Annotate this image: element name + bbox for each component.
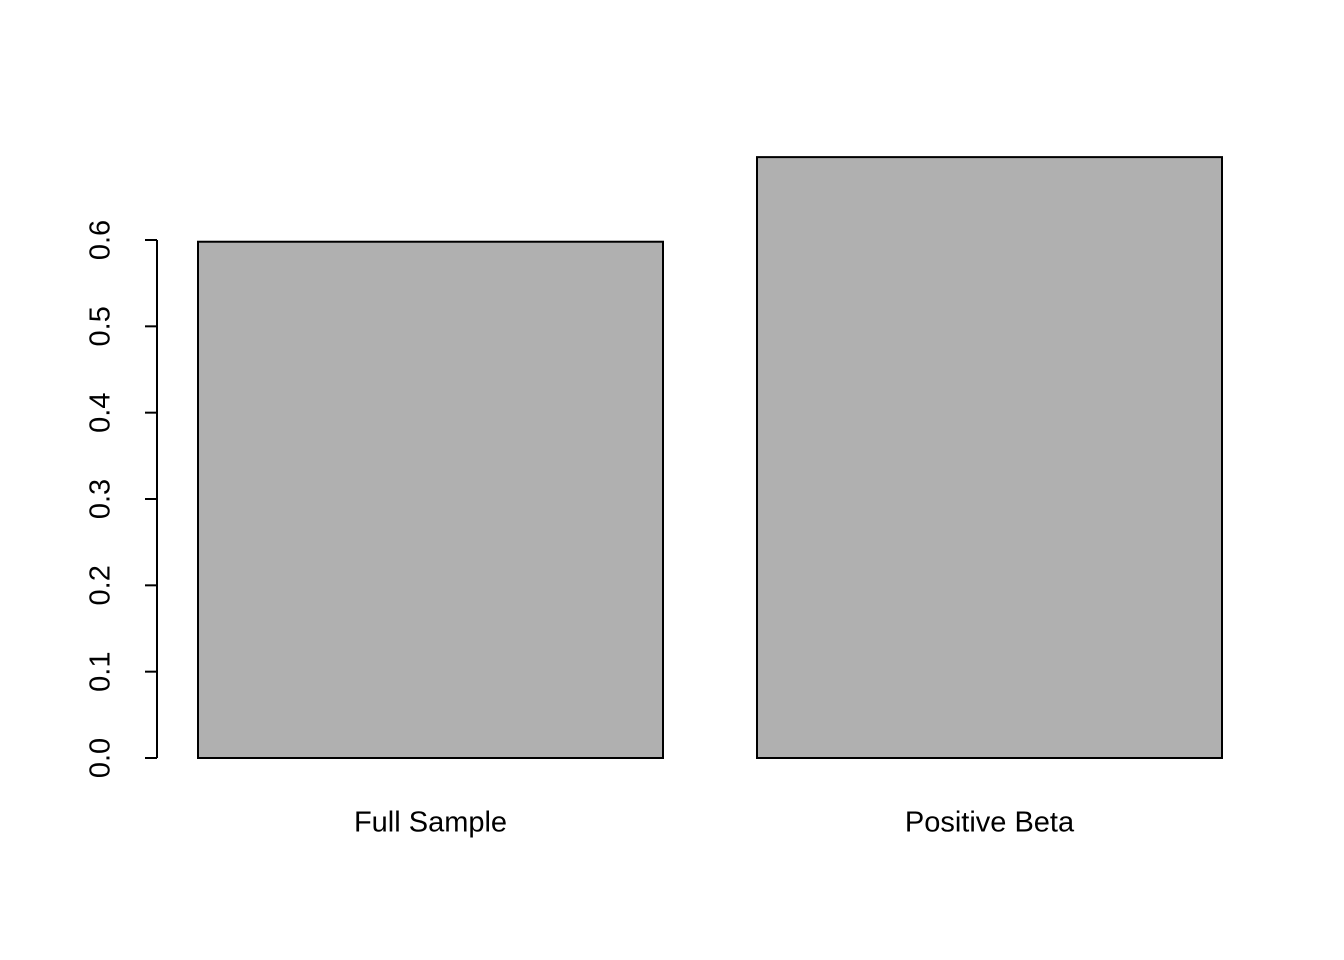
- y-tick-label: 0.0: [85, 738, 117, 778]
- x-tick-label: Positive Beta: [905, 807, 1075, 839]
- y-tick-label: 0.2: [85, 565, 117, 605]
- bar: [756, 156, 1223, 759]
- y-tick-label: 0.6: [85, 220, 117, 260]
- y-tick-label: 0.3: [85, 479, 117, 519]
- y-tick-label: 0.4: [85, 393, 117, 433]
- x-tick-label: Full Sample: [354, 807, 507, 839]
- y-tick-label: 0.1: [85, 652, 117, 692]
- bar: [197, 240, 664, 759]
- y-tick-label: 0.5: [85, 306, 117, 346]
